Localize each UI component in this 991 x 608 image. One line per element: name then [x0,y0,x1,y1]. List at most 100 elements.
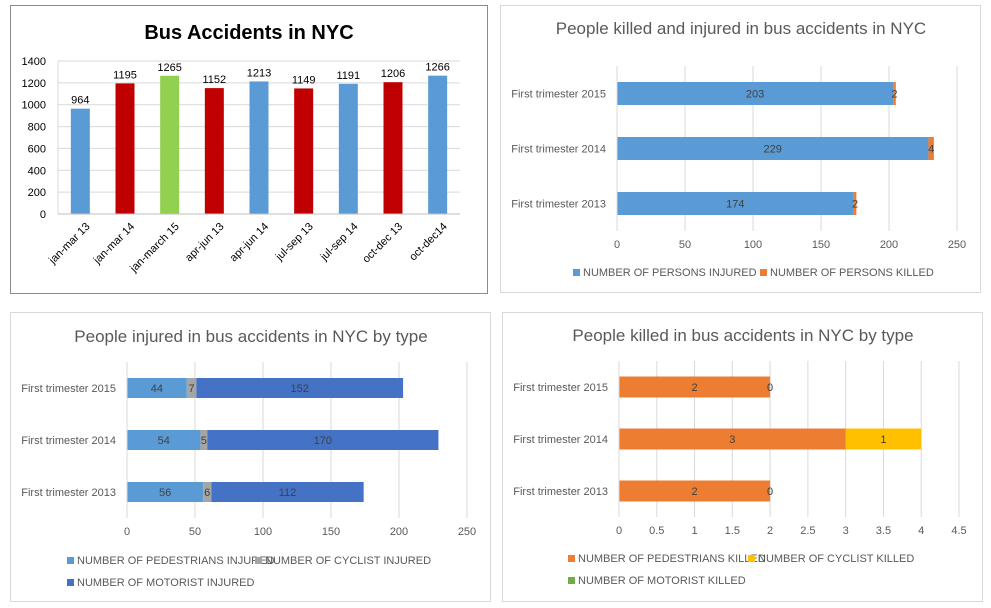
chart-title: People injured in bus accidents in NYC b… [74,327,427,346]
y-tick-label: 600 [28,143,46,155]
bar [383,82,403,214]
y-tick-label: First trimester 2013 [513,486,608,498]
y-tick-label: First trimester 2015 [513,382,608,394]
y-tick-label: First trimester 2013 [21,487,116,499]
x-tick-label: 2 [767,525,773,537]
legend-swatch [568,577,575,584]
x-tick-label: 250 [948,239,966,251]
bar-segment [617,82,894,105]
bar [115,83,135,215]
bar-segment [617,137,929,160]
legend-swatch [568,555,575,562]
bar-segment [207,430,439,450]
data-label: 229 [764,144,782,156]
data-label: 7 [189,383,195,395]
x-tick-label: 0 [124,526,130,538]
x-tick-label: 1.5 [725,525,740,537]
bus-accidents-chart-panel: Bus Accidents in NYC 0 200 400 600 800 1000 120… [10,5,488,294]
bar-segment [200,430,208,450]
data-label: 3 [729,434,735,446]
bar [338,83,358,214]
x-tick-label: jul-sep 13 [273,221,316,264]
legend-label: NUMBER OF PEDESTRIANS KILLED [578,553,766,565]
bus-accidents-chart: Bus Accidents in NYC 0 200 400 600 800 1000 120… [22,22,460,275]
x-tick-label: 50 [189,526,201,538]
bar-segment [127,430,201,450]
x-tick-label: 1 [691,525,697,537]
legend-label: NUMBER OF CYCLIST INJURED [265,555,431,567]
x-tick-label: 0 [616,525,622,537]
legend-label: NUMBER OF CYCLIST KILLED [758,553,914,565]
x-tick-label: jul-sep 14 [318,221,361,264]
data-label: 1195 [113,69,137,81]
x-tick-label: apr-jun 13 [183,221,227,265]
bar-segment [893,82,896,105]
data-label: 1 [880,434,886,446]
bar-segment [928,137,934,160]
injured-by-type-chart-panel: People injured in bus accidents in NYC b… [10,312,491,602]
x-tick-label: 50 [679,239,691,251]
y-tick-label: 1400 [22,56,46,68]
legend-swatch [573,269,580,276]
data-label: 964 [71,95,89,107]
data-label: 1152 [203,74,227,86]
bar-segment [196,378,404,398]
x-tick-label: 3 [843,525,849,537]
x-tick-label: 250 [458,526,476,538]
y-tick-label: 200 [28,187,46,199]
x-tick-label: 150 [812,239,830,251]
data-label: 5 [201,435,207,447]
legend-label: NUMBER OF PERSONS KILLED [770,267,934,279]
legend-label: NUMBER OF PERSONS INJURED [583,267,757,279]
y-tick-label: First trimester 2014 [513,434,608,446]
y-tick-label: 800 [28,122,46,134]
data-label: 170 [314,435,332,447]
data-label: 1266 [425,62,449,74]
data-label: 56 [159,487,171,499]
data-label: 152 [291,383,309,395]
x-tick-label: 4.5 [951,525,966,537]
killed-injured-chart: People killed and injured in bus acciden… [511,19,966,279]
bar-segment [211,482,364,502]
chart-title: People killed and injured in bus acciden… [556,19,926,38]
bar-segment [845,428,922,450]
legend-swatch [67,579,74,586]
injured-by-type-chart: People injured in bus accidents in NYC b… [21,327,476,589]
y-tick-label: 0 [40,209,46,221]
killed-by-type-chart: People killed in bus accidents in NYC by… [513,326,966,587]
bar-segment [127,378,187,398]
x-tick-label: 3.5 [876,525,891,537]
y-tick-label: First trimester 2014 [511,144,606,156]
data-label: 112 [279,487,297,499]
bar [294,88,314,214]
bar [70,108,90,214]
x-tick-label: oct-dec 13 [360,221,405,266]
x-tick-label: 200 [880,239,898,251]
data-label: 0 [767,486,773,498]
x-tick-label: 100 [254,526,272,538]
y-tick-label: 400 [28,165,46,177]
chart-title: Bus Accidents in NYC [144,22,353,44]
data-label: 2 [852,199,858,211]
data-label: 0 [767,382,773,394]
data-label: 54 [158,435,170,447]
x-tick-label: 0.5 [649,525,664,537]
data-label: 1265 [157,62,181,74]
y-tick-label: First trimester 2015 [21,383,116,395]
bar [428,75,448,214]
y-tick-label: First trimester 2014 [21,435,116,447]
bar-segment [619,376,771,398]
bar-segment [619,480,771,502]
data-label: 1206 [381,68,405,80]
x-tick-label: 150 [322,526,340,538]
data-label: 44 [151,383,163,395]
y-tick-label: First trimester 2013 [511,199,606,211]
bar-segment [186,378,197,398]
data-label: 2 [691,382,697,394]
x-tick-label: 200 [390,526,408,538]
legend-swatch [760,269,767,276]
y-tick-label: 1200 [22,78,46,90]
data-label: 174 [726,199,744,211]
legend-label: NUMBER OF MOTORIST KILLED [578,575,746,587]
data-label: 2 [891,89,897,101]
